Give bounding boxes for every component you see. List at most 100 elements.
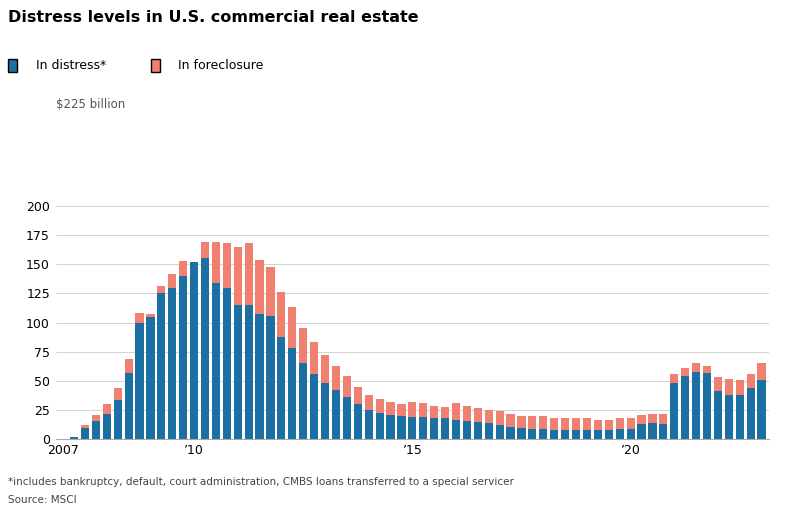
Bar: [419, 403, 427, 417]
Bar: [168, 274, 176, 288]
Bar: [201, 259, 209, 439]
Bar: [321, 383, 329, 439]
Bar: [561, 430, 569, 439]
Bar: [638, 424, 646, 439]
Bar: [113, 388, 122, 399]
Bar: [714, 378, 722, 391]
Bar: [583, 418, 591, 430]
Bar: [255, 315, 263, 439]
Bar: [81, 428, 89, 439]
Bar: [299, 364, 308, 439]
Bar: [103, 405, 111, 414]
Bar: [626, 429, 634, 439]
Bar: [147, 317, 155, 439]
Bar: [507, 427, 515, 439]
Bar: [736, 380, 744, 395]
Bar: [223, 288, 231, 439]
Bar: [681, 368, 689, 376]
Bar: [485, 410, 492, 423]
Bar: [310, 342, 318, 374]
Text: Source: MSCI: Source: MSCI: [8, 495, 77, 505]
Bar: [365, 410, 373, 439]
Bar: [485, 423, 492, 439]
Bar: [539, 416, 547, 429]
Bar: [703, 366, 711, 373]
Bar: [136, 313, 144, 323]
Bar: [103, 414, 111, 439]
Bar: [583, 430, 591, 439]
Bar: [626, 418, 634, 429]
Bar: [507, 414, 515, 427]
Bar: [736, 395, 744, 439]
Bar: [517, 416, 526, 428]
Bar: [670, 383, 678, 439]
Bar: [594, 420, 602, 430]
Bar: [703, 373, 711, 439]
Bar: [605, 430, 613, 439]
Bar: [244, 243, 253, 305]
Bar: [473, 408, 482, 422]
Bar: [473, 422, 482, 439]
Bar: [244, 305, 253, 439]
Bar: [670, 374, 678, 383]
Bar: [572, 430, 580, 439]
Bar: [81, 425, 89, 428]
Bar: [299, 328, 308, 364]
Bar: [463, 421, 471, 439]
Bar: [278, 292, 285, 337]
Bar: [430, 406, 439, 418]
Bar: [539, 429, 547, 439]
Bar: [332, 390, 340, 439]
Bar: [746, 388, 755, 439]
Bar: [659, 414, 668, 424]
Bar: [517, 428, 526, 439]
Text: Distress levels in U.S. commercial real estate: Distress levels in U.S. commercial real …: [8, 10, 419, 25]
Bar: [234, 247, 242, 305]
Bar: [638, 415, 646, 424]
Bar: [147, 315, 155, 317]
Bar: [419, 417, 427, 439]
Bar: [92, 415, 100, 421]
Bar: [70, 437, 79, 439]
Bar: [190, 262, 198, 439]
Bar: [757, 364, 766, 380]
Bar: [255, 260, 263, 315]
Bar: [125, 359, 132, 373]
Text: *includes bankruptcy, default, court administration, CMBS loans transferred to a: *includes bankruptcy, default, court adm…: [8, 477, 514, 487]
Bar: [757, 380, 766, 439]
Bar: [649, 423, 657, 439]
Bar: [266, 267, 274, 316]
Bar: [528, 429, 537, 439]
Bar: [528, 416, 537, 429]
Bar: [354, 387, 362, 405]
Bar: [310, 374, 318, 439]
Bar: [496, 425, 504, 439]
Bar: [725, 379, 733, 395]
Bar: [365, 395, 373, 410]
Bar: [452, 403, 460, 420]
Bar: [441, 407, 449, 418]
Bar: [659, 424, 668, 439]
Bar: [452, 420, 460, 439]
Bar: [692, 364, 700, 372]
Bar: [725, 395, 733, 439]
Bar: [113, 399, 122, 439]
Bar: [343, 376, 351, 397]
Bar: [168, 288, 176, 439]
Bar: [550, 418, 558, 430]
Bar: [354, 405, 362, 439]
Bar: [441, 418, 449, 439]
Bar: [288, 308, 297, 348]
Bar: [615, 429, 624, 439]
Bar: [594, 430, 602, 439]
Bar: [179, 276, 187, 439]
Bar: [681, 376, 689, 439]
Bar: [212, 283, 220, 439]
Bar: [550, 430, 558, 439]
Text: $225 billion: $225 billion: [56, 98, 125, 111]
Bar: [234, 305, 242, 439]
Bar: [278, 337, 285, 439]
Bar: [157, 286, 166, 293]
Bar: [266, 316, 274, 439]
Bar: [397, 405, 405, 416]
